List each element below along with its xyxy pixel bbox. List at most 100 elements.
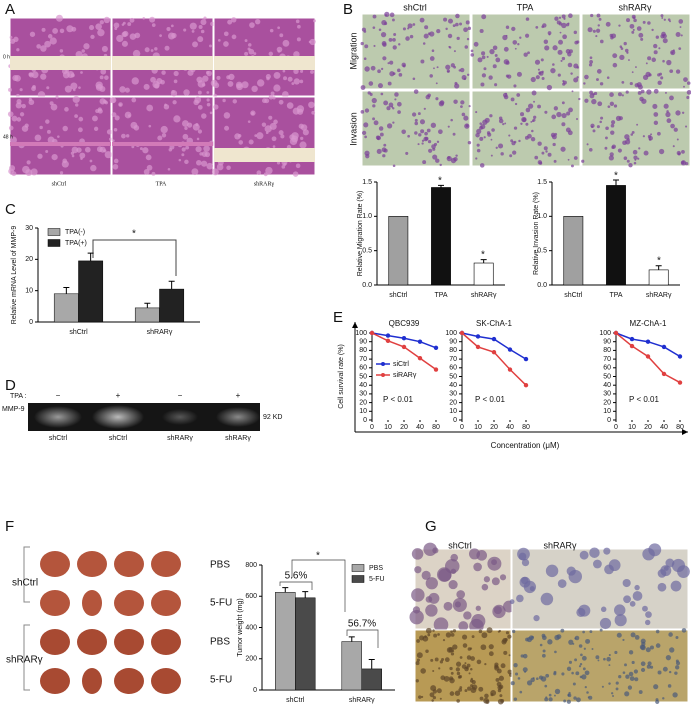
texture-dot <box>424 131 428 136</box>
texture-dot <box>206 70 212 77</box>
texture-dot <box>652 103 658 109</box>
texture-dot <box>470 677 473 680</box>
texture-dot <box>384 14 387 17</box>
bar <box>78 260 104 323</box>
texture-dot <box>516 594 524 603</box>
tumor <box>77 629 107 655</box>
x-tick-label: 0 <box>370 424 374 431</box>
texture-dot <box>383 143 387 147</box>
texture-dot <box>146 104 154 112</box>
texture-dot <box>645 62 648 65</box>
texture-dot <box>57 135 60 138</box>
texture-dot <box>683 85 685 88</box>
texture-dot <box>196 76 203 83</box>
texture-dot <box>477 57 483 63</box>
texture-dot <box>669 647 675 653</box>
texture-dot <box>505 60 510 65</box>
texture-dot <box>552 142 556 147</box>
point <box>475 334 481 339</box>
texture-dot <box>505 25 510 29</box>
texture-dot <box>206 98 210 102</box>
texture-dot <box>430 685 437 692</box>
texture-dot <box>491 128 495 132</box>
texture-dot <box>653 88 659 94</box>
texture-dot <box>655 699 660 705</box>
texture-dot <box>131 145 135 149</box>
texture-dot <box>481 14 487 20</box>
texture-dot <box>653 120 659 126</box>
texture-dot <box>249 22 255 28</box>
texture-dot <box>658 47 661 50</box>
texture-dot <box>567 62 573 68</box>
texture-dot <box>568 660 572 664</box>
x-tick-label: shCtrl <box>564 292 583 299</box>
texture-dot <box>669 20 671 23</box>
texture-dot <box>261 122 267 127</box>
texture-dot <box>675 32 681 38</box>
texture-dot <box>222 98 226 103</box>
texture-dot <box>553 106 559 111</box>
texture-dot <box>425 604 438 617</box>
texture-dot <box>516 93 521 97</box>
texture-dot <box>466 655 472 660</box>
sign: + <box>116 391 121 400</box>
y-tick-label: 0.0 <box>537 282 547 289</box>
texture-dot <box>662 697 665 700</box>
texture-dot <box>655 643 661 648</box>
texture-dot <box>552 45 558 51</box>
texture-dot <box>268 94 274 100</box>
texture-dot <box>556 20 561 25</box>
texture-dot <box>273 119 278 125</box>
texture-dot <box>541 76 545 81</box>
texture-dot <box>525 637 529 642</box>
texture-dot <box>622 140 627 146</box>
texture-dot <box>89 25 95 31</box>
texture-dot <box>541 70 544 74</box>
texture-dot <box>90 164 97 172</box>
panel-letter: E <box>333 309 343 326</box>
point <box>661 344 667 350</box>
texture-dot <box>508 654 511 657</box>
texture-dot <box>414 118 418 122</box>
y-tick-label: 20 <box>449 399 457 406</box>
texture-dot <box>578 97 581 101</box>
texture-dot <box>433 67 435 70</box>
error-bar <box>87 252 94 261</box>
texture-dot <box>452 597 467 612</box>
texture-dot <box>491 577 500 586</box>
group-label: shRARγ <box>543 540 577 550</box>
texture-dot <box>674 671 678 675</box>
texture-dot <box>360 85 366 90</box>
texture-dot <box>44 40 51 48</box>
texture-dot <box>665 111 671 118</box>
texture-dot <box>595 35 598 38</box>
texture-dot <box>200 29 205 34</box>
texture-dot <box>381 20 387 26</box>
texture-dot <box>295 19 300 24</box>
texture-dot <box>127 22 132 27</box>
point <box>629 336 635 342</box>
texture-dot <box>624 48 629 53</box>
texture-dot <box>416 639 420 643</box>
texture-dot <box>428 592 440 604</box>
texture-dot <box>295 163 301 169</box>
texture-dot <box>261 98 267 104</box>
texture-dot <box>270 91 275 96</box>
texture-dot <box>638 147 641 150</box>
point <box>507 347 513 352</box>
texture-dot <box>459 22 463 26</box>
texture-dot <box>561 101 565 105</box>
texture-dot <box>32 84 36 89</box>
texture-dot <box>187 69 194 76</box>
texture-dot <box>642 605 648 612</box>
texture-dot <box>142 17 146 20</box>
texture-dot <box>90 34 95 40</box>
micrograph <box>471 90 581 167</box>
texture-dot <box>278 130 284 136</box>
texture-dot <box>648 543 662 557</box>
texture-dot <box>456 671 461 676</box>
texture-dot <box>681 628 687 633</box>
x-tick-label: 40 <box>416 424 424 431</box>
x-tick-label: shCtrl <box>389 292 408 299</box>
texture-dot <box>623 156 628 161</box>
